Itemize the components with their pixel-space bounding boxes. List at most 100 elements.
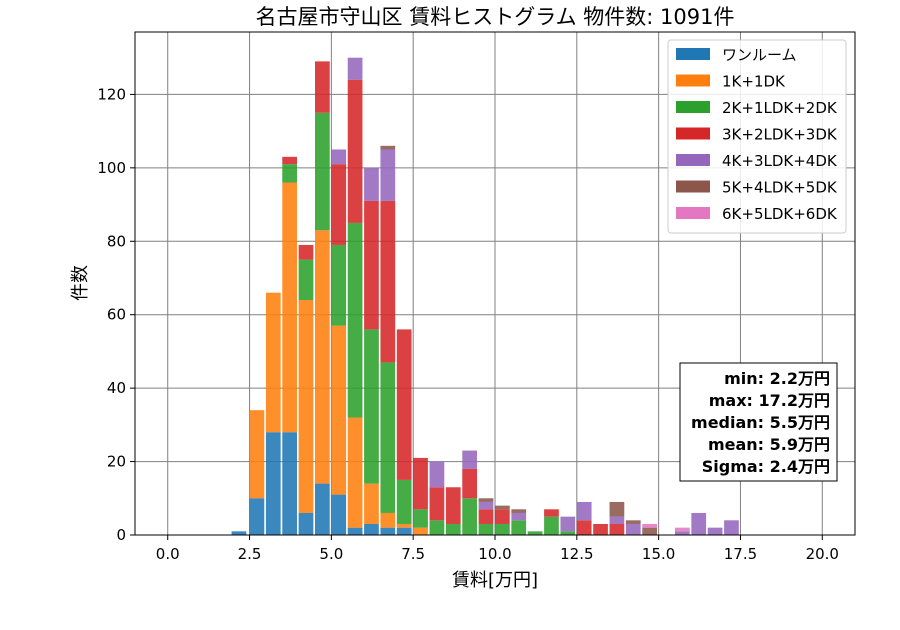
y-tick-label: 120: [97, 85, 126, 103]
bar-segment: [380, 512, 396, 528]
y-axis-label: 件数: [70, 265, 91, 301]
bar-segment: [331, 494, 347, 535]
bar-segment: [282, 432, 297, 535]
bar-segment: [380, 149, 396, 201]
bar-segment: [331, 244, 347, 326]
bar-segment: [282, 156, 297, 165]
bar-segment: [347, 417, 363, 528]
bar-segment: [625, 523, 641, 535]
x-tick-label: 5.0: [319, 545, 343, 563]
bar-segment: [413, 527, 428, 535]
bar-segment: [675, 531, 690, 535]
bar-segment: [691, 512, 707, 535]
x-tick-label: 7.5: [401, 545, 425, 563]
bar-segment: [364, 200, 379, 330]
bar-segment: [429, 487, 445, 521]
bar-segment: [593, 523, 608, 535]
bar-segment: [282, 164, 297, 183]
bar-segment: [298, 300, 314, 513]
bar-segment: [495, 509, 510, 524]
bar-segment: [331, 149, 347, 165]
bar-segment: [413, 457, 428, 510]
x-tick-label: 15.0: [642, 545, 675, 563]
legend-label: 1K+1DK: [722, 73, 786, 91]
bar-segment: [364, 483, 379, 524]
bar-segment: [707, 527, 723, 535]
bar-segment: [231, 531, 247, 535]
bar-segment: [315, 230, 330, 484]
bar-segment: [347, 79, 363, 223]
y-tick-label: 40: [107, 379, 126, 397]
x-axis-ticks: 0.0 2.5 5.0 7.5 10.0 12.5 15.0 17.5 20.0: [156, 535, 839, 563]
bar-segment: [413, 509, 428, 528]
bar-segment: [724, 520, 739, 535]
bar-segment: [364, 523, 379, 535]
bar-segment: [642, 527, 657, 535]
bar-segment: [298, 512, 314, 535]
bar-segment: [396, 523, 412, 528]
bar-segment: [396, 329, 412, 480]
legend-label: 6K+5LDK+6DK: [722, 205, 838, 223]
bar-segment: [380, 145, 396, 150]
x-tick-label: 17.5: [724, 545, 757, 563]
bar-segment: [331, 325, 347, 495]
bar-segment: [478, 501, 494, 510]
bar-segment: [478, 523, 494, 535]
bar-segment: [265, 432, 281, 535]
stats-line: mean: 5.9万円: [708, 435, 830, 454]
y-axis-ticks: 0 20 40 60 80 100 120: [97, 85, 135, 544]
y-tick-label: 100: [97, 159, 126, 177]
bar-segment: [609, 516, 625, 524]
x-tick-label: 10.0: [478, 545, 511, 563]
bar-segment: [249, 410, 265, 499]
bar-segment: [265, 292, 281, 433]
bar-segment: [609, 501, 625, 517]
bar-segment: [315, 61, 330, 113]
chart-title: 名古屋市守山区 賃料ヒストグラム 物件数: 1091件: [256, 5, 735, 29]
bar-segment: [544, 509, 559, 517]
x-tick-label: 0.0: [156, 545, 180, 563]
bar-segment: [609, 523, 625, 535]
bar-segment: [347, 527, 363, 535]
bar-segment: [495, 505, 510, 510]
bar-segment: [364, 329, 379, 484]
y-tick-label: 20: [107, 453, 126, 471]
bar-segment: [445, 487, 461, 524]
bar-segment: [544, 516, 559, 535]
stats-line: median: 5.5万円: [691, 413, 830, 432]
legend-label: 4K+3LDK+4DK: [722, 152, 838, 170]
bar-segment: [282, 182, 297, 433]
x-tick-label: 2.5: [238, 545, 262, 563]
bar-segment: [576, 520, 592, 535]
legend: ワンルーム 1K+1DK 2K+1LDK+2DK 3K+2LDK+3DK 4K+3LDK…: [667, 39, 847, 234]
legend-frame: [667, 39, 847, 234]
x-tick-label: 20.0: [806, 545, 839, 563]
y-tick-label: 60: [107, 306, 126, 324]
bar-segment: [380, 527, 396, 535]
legend-label: 3K+2LDK+3DK: [722, 126, 838, 144]
bar-segment: [347, 222, 363, 418]
bar-segment: [445, 523, 461, 535]
bar-segment: [511, 509, 527, 513]
bar-segment: [576, 501, 592, 521]
legend-swatch: [676, 48, 710, 60]
stats-line: Sigma: 2.4万円: [702, 457, 830, 476]
legend-label: 2K+1LDK+2DK: [722, 99, 838, 117]
bar-segment: [380, 200, 396, 363]
bar-segment: [396, 527, 412, 535]
stats-frame: [679, 362, 838, 482]
legend-swatch: [676, 74, 710, 87]
bar-segment: [315, 112, 330, 231]
bar-segment: [511, 512, 527, 521]
legend-swatch: [676, 180, 710, 193]
bar-segment: [462, 468, 477, 499]
bar-segment: [298, 259, 314, 301]
y-tick-label: 0: [116, 526, 126, 544]
bar-segment: [331, 164, 347, 245]
bar-segment: [462, 498, 477, 535]
bar-segment: [347, 57, 363, 80]
bar-segment: [527, 531, 543, 535]
bar-segment: [675, 527, 690, 532]
y-tick-label: 80: [107, 232, 126, 250]
